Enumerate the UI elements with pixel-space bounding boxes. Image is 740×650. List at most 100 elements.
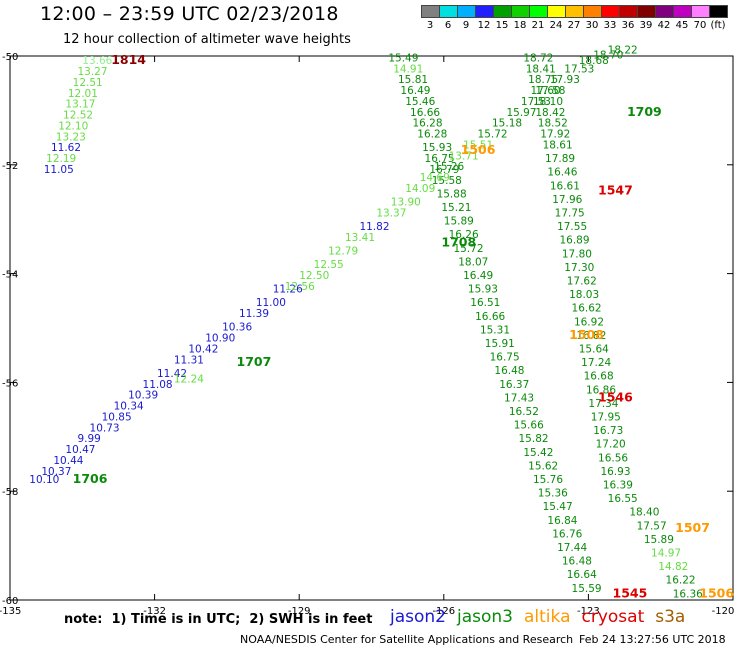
plot-note: note: 1) Time is in UTC; 2) SWH is in fe… — [64, 612, 373, 627]
color-scale-label: 3 — [426, 20, 434, 31]
color-scale-label: 18 — [513, 20, 527, 31]
wave-height-value: 18.52 — [538, 118, 568, 130]
x-tick-label: -129 — [288, 606, 311, 617]
wave-height-value: 10.42 — [188, 343, 218, 355]
wave-height-value: 17.55 — [557, 221, 587, 233]
wave-height-value: 16.56 — [598, 452, 628, 464]
wave-height-value: 15.18 — [492, 118, 522, 130]
x-tick-label: -120 — [712, 606, 735, 617]
wave-height-value: 15.58 — [432, 175, 462, 187]
wave-height-value: 13.90 — [391, 197, 421, 209]
wave-height-value: 15.76 — [533, 474, 563, 486]
pass-time-label: 1546 — [598, 389, 633, 404]
wave-height-value: 18.07 — [458, 256, 488, 268]
wave-height-value: 17.53 — [521, 96, 551, 108]
wave-height-value: 15.59 — [572, 583, 602, 595]
wave-height-value: 15.89 — [644, 534, 674, 546]
wave-height-value: 17.57 — [637, 520, 667, 532]
color-scale-label: 39 — [639, 20, 653, 31]
y-tick-label: -52 — [2, 161, 18, 172]
wave-height-value: 12.24 — [174, 373, 204, 385]
wave-height-value: 16.79 — [429, 164, 459, 176]
wave-height-value: 13.71 — [449, 150, 479, 162]
wave-height-value: 15.72 — [478, 129, 508, 141]
map-title: 12:00 – 23:59 UTC 02/23/2018 — [40, 3, 339, 25]
color-scale-swatches — [421, 5, 728, 18]
wave-height-value: 13.23 — [56, 131, 86, 143]
pass-time-label: 1709 — [627, 104, 662, 119]
wave-height-value: 16.28 — [417, 129, 447, 141]
wave-height-value: 16.82 — [576, 330, 606, 342]
color-scale-legend: 3 6 9 12 15 18 21 24 27 30 33 36 39 42 45 70 (ft) — [421, 5, 728, 31]
wave-height-value: 16.37 — [499, 379, 529, 391]
wave-height-value: 15.88 — [437, 188, 467, 200]
pass-time-label: 1506 — [461, 142, 496, 157]
wave-height-value: 15.72 — [453, 243, 483, 255]
wave-height-value: 18.40 — [629, 507, 659, 519]
wave-height-value: 11.00 — [256, 297, 286, 309]
wave-height-value: 12.50 — [299, 270, 329, 282]
wave-height-value: 15.64 — [579, 343, 609, 355]
color-scale-label: 36 — [621, 20, 635, 31]
wave-height-value: 17.58 — [535, 85, 565, 97]
wave-height-value: 17.20 — [596, 439, 626, 451]
wave-height-value: 18.41 — [526, 63, 556, 75]
legend-entry-jason2: jason2 — [390, 607, 446, 627]
color-scale-label: 21 — [531, 20, 545, 31]
wave-height-value: 15.42 — [523, 447, 553, 459]
satellite-legend: jason2 jason3 altika cryosat s3a — [390, 607, 696, 627]
wave-height-value: 16.52 — [509, 406, 539, 418]
wave-height-value: 17.24 — [581, 357, 611, 369]
wave-height-value: 10.73 — [90, 422, 120, 434]
wave-height-value: 16.89 — [559, 235, 589, 247]
wave-height-value: 17.43 — [504, 392, 534, 404]
wave-height-value: 10.34 — [114, 401, 144, 413]
wave-height-value: 18.42 — [535, 107, 565, 119]
wave-height-value: 11.31 — [174, 354, 204, 366]
wave-height-value: 12.10 — [58, 120, 88, 132]
wave-height-value: 12.01 — [68, 88, 98, 100]
wave-height-value: 18.72 — [523, 52, 553, 64]
color-scale-label: (ft) — [710, 20, 726, 31]
wave-height-value: 12.19 — [46, 153, 76, 165]
wave-height-value: 17.62 — [567, 275, 597, 287]
color-scale-labels: 3 6 9 12 15 18 21 24 27 30 33 36 39 42 45 70 (ft) — [421, 18, 727, 31]
wave-height-value: 11.82 — [359, 221, 389, 233]
wave-height-value: 16.75 — [490, 352, 520, 364]
wave-height-value: 16.73 — [593, 425, 623, 437]
pass-time-label: 1708 — [441, 234, 476, 249]
pass-time-label: 1506 — [699, 585, 734, 600]
wave-height-value: 15.91 — [485, 338, 515, 350]
wave-height-value: 10.47 — [65, 444, 95, 456]
wave-height-value: 16.22 — [666, 575, 696, 587]
pass-time-label: 1707 — [237, 354, 272, 369]
wave-height-value: 12.52 — [63, 110, 93, 122]
y-tick-label: -60 — [2, 596, 18, 607]
wave-height-value: 18.75 — [528, 74, 558, 86]
wave-height-value: 16.48 — [562, 556, 592, 568]
pass-time-label: 1814 — [111, 52, 146, 67]
wave-height-value: 16.61 — [550, 180, 580, 192]
color-scale-label: 24 — [549, 20, 563, 31]
color-scale-label: 42 — [657, 20, 671, 31]
wave-height-value: 18.70 — [593, 50, 623, 62]
wave-height-value: 16.76 — [552, 528, 582, 540]
x-tick-label: -132 — [143, 606, 166, 617]
x-tick-label: -126 — [432, 606, 455, 617]
color-scale-label: 70 — [693, 20, 707, 31]
wave-height-value: 15.26 — [434, 161, 464, 173]
wave-height-value: 14.82 — [658, 561, 688, 573]
wave-height-value: 16.26 — [449, 229, 479, 241]
wave-height-value: 11.08 — [143, 379, 173, 391]
wave-height-value: 14.91 — [393, 63, 423, 75]
wave-height-value: 10.39 — [128, 390, 158, 402]
wave-height-value: 16.75 — [425, 153, 455, 165]
wave-height-value: 16.66 — [475, 311, 505, 323]
wave-height-value: 18.10 — [533, 96, 563, 108]
wave-height-value: 18.61 — [543, 139, 573, 151]
wave-height-value: 12.55 — [314, 259, 344, 271]
color-scale-label: 45 — [675, 20, 689, 31]
wave-height-value: 11.42 — [157, 368, 187, 380]
wave-height-value: 15.89 — [444, 216, 474, 228]
